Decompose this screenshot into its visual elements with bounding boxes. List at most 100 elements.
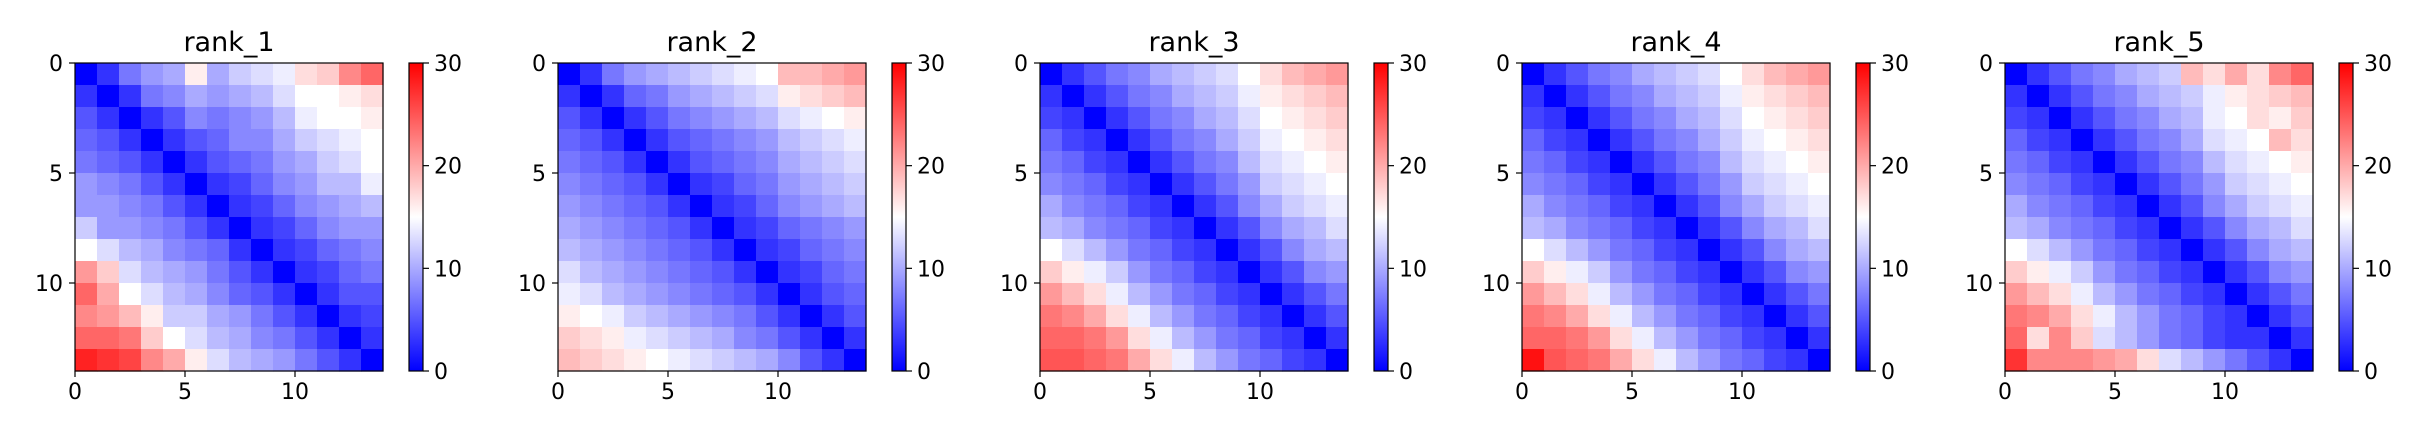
heatmap-cell: [822, 327, 845, 350]
heatmap-cell: [822, 349, 845, 372]
heatmap-cell: [2159, 283, 2182, 306]
heatmap-cell: [1742, 349, 1765, 372]
heatmap-cell: [668, 283, 691, 306]
heatmap-cell: [778, 305, 801, 328]
heatmap-cell: [2049, 327, 2072, 350]
heatmap-cell: [273, 63, 296, 86]
heatmap-cell: [119, 217, 142, 240]
heatmap-cell: [1610, 173, 1633, 196]
heatmap-cell: [690, 305, 713, 328]
heatmap-cell: [1632, 151, 1655, 174]
heatmap-cell: [1128, 327, 1151, 350]
heatmap-cell: [163, 261, 186, 284]
heatmap-cell: [2269, 173, 2292, 196]
heatmap-cell: [822, 173, 845, 196]
heatmap-cell: [2093, 151, 2116, 174]
heatmap-cell: [1194, 261, 1217, 284]
heatmap-cell: [1282, 305, 1305, 328]
heatmap-cell: [1654, 63, 1677, 86]
heatmap-cell: [580, 261, 603, 284]
heatmap-cell: [2005, 63, 2028, 86]
heatmap-cell: [580, 129, 603, 152]
heatmap-cell: [229, 327, 252, 350]
heatmap-cell: [690, 173, 713, 196]
colorbar: [891, 62, 907, 372]
heatmap-cell: [1742, 217, 1765, 240]
heatmap-cell: [2093, 195, 2116, 218]
heatmap-cell: [75, 261, 98, 284]
heatmap-cell: [1238, 195, 1261, 218]
colorbar-tick-label: 10: [1881, 257, 1909, 282]
heatmap-cell: [75, 107, 98, 130]
heatmap-cell: [756, 217, 779, 240]
heatmap-cell: [1588, 129, 1611, 152]
heatmap-cell: [712, 283, 735, 306]
heatmap-cell: [2093, 63, 2116, 86]
heatmap-cell: [1610, 239, 1633, 262]
heatmap-cell: [119, 327, 142, 350]
heatmap-cell: [251, 107, 274, 130]
heatmap-cell: [2203, 349, 2226, 372]
colorbar-tick-label: 20: [434, 155, 462, 180]
heatmap-cell: [1764, 305, 1787, 328]
heatmap-cell: [2071, 349, 2094, 372]
heatmap-cell: [251, 349, 274, 372]
heatmap-cell: [778, 195, 801, 218]
x-tick-label: 10: [1246, 380, 1274, 405]
heatmap-cell: [273, 283, 296, 306]
heatmap-cell: [185, 107, 208, 130]
heatmap-cell: [1216, 283, 1239, 306]
heatmap-cell: [2159, 129, 2182, 152]
heatmap-cell: [800, 239, 823, 262]
heatmap-cell: [2005, 107, 2028, 130]
heatmap-cell: [2203, 85, 2226, 108]
heatmap-cell: [2005, 85, 2028, 108]
heatmap-cell: [602, 261, 625, 284]
heatmap-cell: [75, 283, 98, 306]
heatmap-cell: [1040, 129, 1063, 152]
heatmap-cell: [2005, 217, 2028, 240]
heatmap-cell: [1654, 129, 1677, 152]
heatmap-cell: [1610, 63, 1633, 86]
heatmap-cell: [1172, 283, 1195, 306]
heatmap-cell: [1786, 261, 1809, 284]
heatmap-cell: [690, 261, 713, 284]
heatmap-cell: [558, 327, 581, 350]
heatmap-cell: [2203, 195, 2226, 218]
heatmap-cell: [1566, 85, 1589, 108]
heatmap-cell: [2093, 85, 2116, 108]
panel-title: rank_5: [2113, 27, 2204, 58]
heatmap-cell: [2115, 173, 2138, 196]
heatmap-cell: [1062, 195, 1085, 218]
heatmap-cell: [1654, 85, 1677, 108]
heatmap-cell: [2049, 63, 2072, 86]
heatmap-cell: [229, 151, 252, 174]
heatmap-cell: [1194, 217, 1217, 240]
heatmap-cell: [844, 129, 867, 152]
heatmap-cell: [2049, 283, 2072, 306]
heatmap-cell: [1238, 151, 1261, 174]
heatmap-cell: [1040, 217, 1063, 240]
heatmap-cell: [822, 261, 845, 284]
heatmap-cell: [1676, 195, 1699, 218]
heatmap-cell: [251, 173, 274, 196]
heatmap-cell: [712, 151, 735, 174]
heatmap-cell: [2225, 239, 2248, 262]
heatmap-cell: [2269, 195, 2292, 218]
heatmap-cell: [1304, 305, 1327, 328]
heatmap-cell: [1588, 85, 1611, 108]
heatmap-cells: [1040, 63, 1349, 372]
heatmap-cell: [1632, 349, 1655, 372]
heatmap-cell: [273, 349, 296, 372]
heatmap-cell: [2159, 261, 2182, 284]
heatmap-cell: [1698, 85, 1721, 108]
heatmap-cell: [602, 63, 625, 86]
heatmap-cell: [1194, 63, 1217, 86]
heatmap-cell: [339, 107, 362, 130]
heatmap-cell: [668, 239, 691, 262]
heatmap-cell: [602, 85, 625, 108]
heatmap-cell: [361, 173, 384, 196]
heatmap-cell: [602, 129, 625, 152]
heatmap-cell: [2137, 305, 2160, 328]
heatmap-cell: [163, 327, 186, 350]
